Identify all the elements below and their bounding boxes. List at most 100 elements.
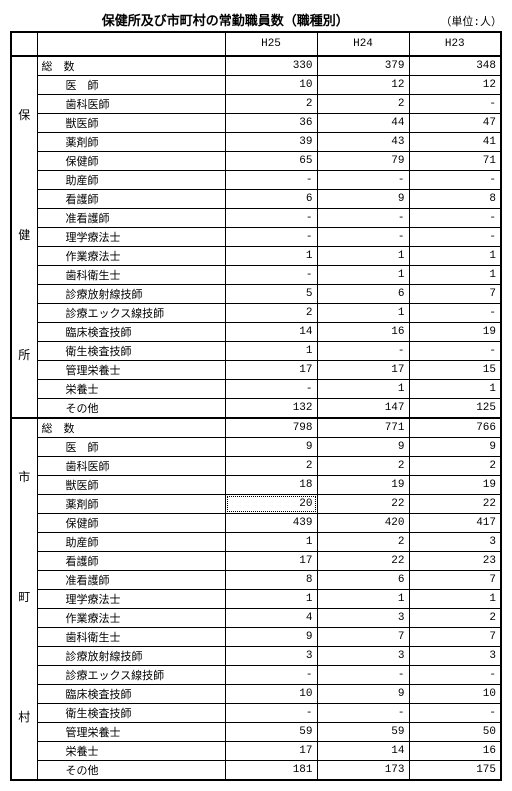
row-label: 衛生検査技師 — [37, 342, 225, 361]
cell-value: 2 — [409, 609, 501, 628]
cell-value: 22 — [317, 552, 409, 571]
cell-value: 12 — [409, 76, 501, 95]
row-label: 助産師 — [37, 171, 225, 190]
cell-value: 1 — [317, 266, 409, 285]
staff-table: H25 H24 H23 保健所総 数330379348医 師101212歯科医師… — [10, 31, 502, 781]
cell-value: - — [225, 380, 317, 399]
cell-value: 3 — [409, 647, 501, 666]
cell-value: 10 — [409, 685, 501, 704]
row-label: 獣医師 — [37, 114, 225, 133]
cell-value: 9 — [409, 438, 501, 457]
row-label: 医 師 — [37, 76, 225, 95]
total-label: 総 数 — [37, 418, 225, 438]
cell-value: 59 — [225, 723, 317, 742]
cell-value: - — [225, 666, 317, 685]
row-label: 作業療法士 — [37, 247, 225, 266]
cell-value: 1 — [409, 266, 501, 285]
row-label: 理学療法士 — [37, 228, 225, 247]
row-label: 衛生検査技師 — [37, 704, 225, 723]
cell-value: 1 — [409, 590, 501, 609]
cell-value: - — [409, 704, 501, 723]
cell-value: 43 — [317, 133, 409, 152]
cell-value: 3 — [225, 647, 317, 666]
cell-value: - — [409, 95, 501, 114]
cell-value: 15 — [409, 361, 501, 380]
cell-value: 1 — [225, 342, 317, 361]
cell-value: 7 — [409, 285, 501, 304]
cell-value: 6 — [317, 285, 409, 304]
row-label: 保健師 — [37, 514, 225, 533]
cell-value: 47 — [409, 114, 501, 133]
cell-value: - — [409, 304, 501, 323]
cell-value: 12 — [317, 76, 409, 95]
cell-value: 417 — [409, 514, 501, 533]
row-label: 管理栄養士 — [37, 361, 225, 380]
cell-value: 14 — [225, 323, 317, 342]
cell-value: 22 — [317, 495, 409, 514]
row-label: 診療エックス線技師 — [37, 304, 225, 323]
cell-value: 20 — [225, 495, 317, 514]
cell-value: 4 — [225, 609, 317, 628]
row-label: 獣医師 — [37, 476, 225, 495]
row-label: 歯科医師 — [37, 95, 225, 114]
cell-value: 1 — [317, 590, 409, 609]
cell-value: 10 — [225, 76, 317, 95]
cell-value: 16 — [409, 742, 501, 761]
cell-value: 6 — [317, 571, 409, 590]
cell-value: 1 — [225, 247, 317, 266]
cell-value: 1 — [409, 380, 501, 399]
cell-value: 59 — [317, 723, 409, 742]
row-label: 薬剤師 — [37, 133, 225, 152]
col-header-0: H25 — [225, 32, 317, 56]
cell-value: 17 — [225, 552, 317, 571]
row-label: 看護師 — [37, 190, 225, 209]
cell-value: - — [409, 171, 501, 190]
cell-value: - — [317, 171, 409, 190]
row-label: その他 — [37, 399, 225, 419]
total-value: 766 — [409, 418, 501, 438]
row-label: 診療エックス線技師 — [37, 666, 225, 685]
header-blank-1 — [11, 32, 37, 56]
row-label: 臨床検査技師 — [37, 323, 225, 342]
cell-value: 2 — [317, 95, 409, 114]
cell-value: 16 — [317, 323, 409, 342]
cell-value: 7 — [409, 628, 501, 647]
cell-value: - — [317, 704, 409, 723]
row-label: 歯科衛生士 — [37, 266, 225, 285]
cell-value: 439 — [225, 514, 317, 533]
cell-value: 9 — [225, 628, 317, 647]
cell-value: 79 — [317, 152, 409, 171]
cell-value: - — [225, 209, 317, 228]
cell-value: 9 — [317, 438, 409, 457]
row-label: 栄養士 — [37, 742, 225, 761]
cell-value: 3 — [317, 609, 409, 628]
row-label: 助産師 — [37, 533, 225, 552]
cell-value: 1 — [225, 590, 317, 609]
cell-value: - — [317, 209, 409, 228]
row-label: 保健師 — [37, 152, 225, 171]
cell-value: 8 — [225, 571, 317, 590]
row-label: 准看護師 — [37, 571, 225, 590]
cell-value: 23 — [409, 552, 501, 571]
cell-value: - — [317, 342, 409, 361]
cell-value: 147 — [317, 399, 409, 419]
header-blank-2 — [37, 32, 225, 56]
cell-value: 19 — [409, 476, 501, 495]
cell-value: 36 — [225, 114, 317, 133]
cell-value: 17 — [225, 742, 317, 761]
cell-value: 65 — [225, 152, 317, 171]
cell-value: 9 — [317, 685, 409, 704]
cell-value: 22 — [409, 495, 501, 514]
total-value: 348 — [409, 56, 501, 76]
total-value: 798 — [225, 418, 317, 438]
cell-value: 14 — [317, 742, 409, 761]
cell-value: 2 — [225, 95, 317, 114]
cell-value: 2 — [225, 304, 317, 323]
row-label: 看護師 — [37, 552, 225, 571]
cell-value: 18 — [225, 476, 317, 495]
row-label: 管理栄養士 — [37, 723, 225, 742]
cell-value: 173 — [317, 761, 409, 781]
cell-value: 125 — [409, 399, 501, 419]
total-value: 330 — [225, 56, 317, 76]
row-label: 医 師 — [37, 438, 225, 457]
